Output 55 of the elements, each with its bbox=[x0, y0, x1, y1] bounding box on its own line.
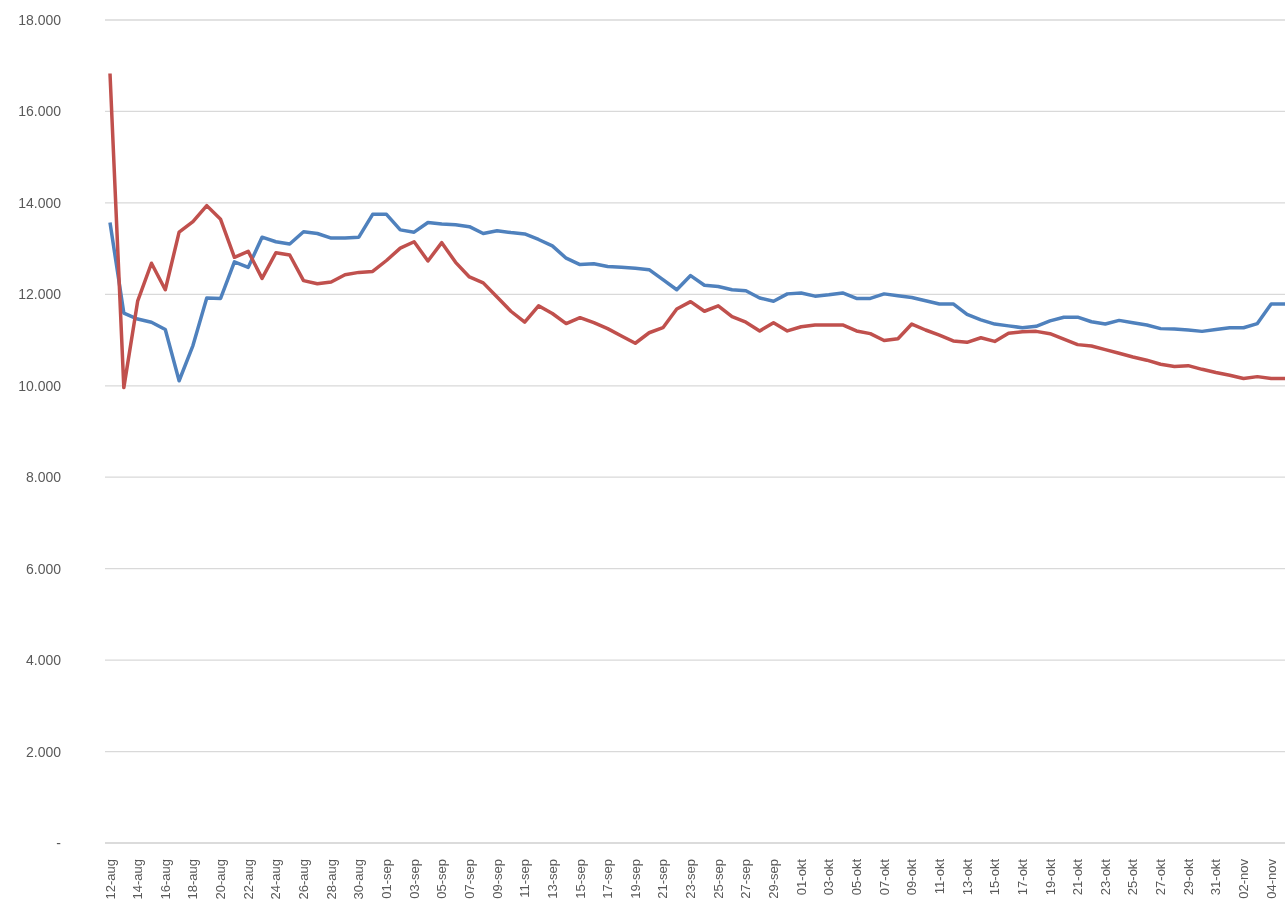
x-tick-label: 19-sep bbox=[627, 859, 643, 899]
line-series bbox=[108, 212, 1287, 383]
x-tick-label: 16-aug bbox=[157, 859, 173, 900]
x-tick-label: 29-okt bbox=[1180, 858, 1196, 896]
x-tick-label: 21-okt bbox=[1070, 858, 1086, 896]
x-tick-label: 19-okt bbox=[1042, 858, 1058, 896]
x-tick-label: 15-sep bbox=[572, 859, 588, 899]
x-tick-label: 25-sep bbox=[710, 859, 726, 899]
x-tick-label: 18-aug bbox=[185, 859, 201, 900]
y-tick-label: 8.000 bbox=[25, 469, 62, 486]
x-tick-label: 11-okt bbox=[931, 858, 947, 895]
x-tick-label: 13-sep bbox=[544, 859, 560, 899]
x-tick-label: 04-nov bbox=[1263, 858, 1279, 899]
x-tick-label: 17-okt bbox=[1014, 858, 1030, 896]
x-tick-label: 13-okt bbox=[959, 858, 975, 896]
x-tick-label: 24-aug bbox=[268, 859, 284, 900]
x-tick-label: 23-okt bbox=[1097, 858, 1113, 896]
x-tick-label: 07-sep bbox=[461, 859, 477, 899]
y-tick-label: 14.000 bbox=[18, 194, 62, 211]
y-tick-label: 4.000 bbox=[25, 652, 62, 669]
x-tick-label: 01-okt bbox=[793, 858, 809, 896]
x-tick-label: 20-aug bbox=[213, 859, 229, 900]
y-tick-label: 18.000 bbox=[18, 11, 62, 28]
x-tick-label: 01-sep bbox=[378, 859, 394, 899]
x-tick-label: 07-okt bbox=[876, 858, 892, 896]
y-tick-label: 6.000 bbox=[25, 560, 62, 577]
x-tick-label: 26-aug bbox=[296, 859, 312, 900]
x-tick-label: 27-okt bbox=[1153, 858, 1169, 896]
x-tick-label: 15-okt bbox=[987, 858, 1003, 896]
y-tick-label: 12.000 bbox=[18, 286, 62, 303]
x-tick-label: 28-aug bbox=[323, 859, 339, 900]
x-tick-label: 14-aug bbox=[130, 859, 146, 900]
x-tick-label: 12-aug bbox=[102, 859, 118, 900]
x-tick-label: 25-okt bbox=[1125, 858, 1141, 896]
x-tick-label: 05-sep bbox=[434, 859, 450, 899]
x-tick-label: 17-sep bbox=[600, 859, 616, 899]
x-tick-label: 23-sep bbox=[683, 859, 699, 899]
x-tick-label: 29-sep bbox=[766, 859, 782, 899]
x-tick-label: 30-aug bbox=[351, 859, 367, 900]
x-tick-label: 11-sep bbox=[517, 859, 533, 898]
x-tick-label: 02-nov bbox=[1236, 858, 1252, 899]
y-tick-label: - bbox=[56, 834, 62, 851]
x-tick-label: 03-sep bbox=[406, 859, 422, 899]
x-tick-label: 09-sep bbox=[489, 859, 505, 899]
y-tick-label: 16.000 bbox=[18, 103, 62, 120]
x-tick-label: 05-okt bbox=[848, 858, 864, 896]
x-tick-label: 09-okt bbox=[904, 858, 920, 896]
y-tick-label: 2.000 bbox=[25, 743, 62, 760]
x-tick-label: 31-okt bbox=[1208, 858, 1224, 896]
y-tick-label: 10.000 bbox=[18, 377, 62, 394]
x-tick-label: 21-sep bbox=[655, 859, 671, 899]
line-series bbox=[108, 71, 1287, 390]
x-tick-label: 22-aug bbox=[240, 859, 256, 900]
x-tick-label: 27-sep bbox=[738, 859, 754, 899]
x-tick-label: 03-okt bbox=[821, 858, 837, 896]
